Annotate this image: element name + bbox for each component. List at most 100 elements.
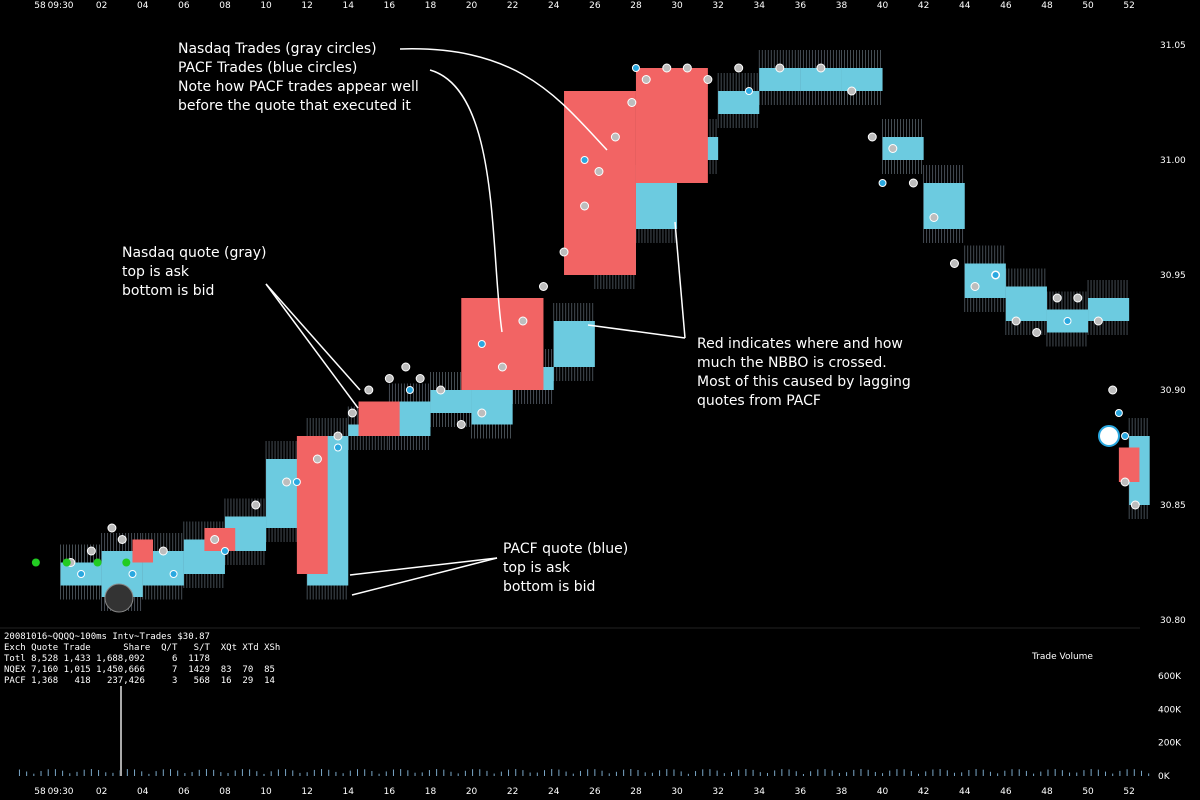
x-tick-label-top: 08 <box>219 1 231 11</box>
x-tick-label-top: 28 <box>630 1 642 11</box>
x-tick-label-top: 34 <box>754 1 766 11</box>
volume-axis-title: Trade Volume <box>1032 652 1093 662</box>
nasdaq-trade-marker <box>1093 316 1103 326</box>
x-tick-label-bottom: 32 <box>712 787 723 797</box>
nasdaq-quote-annotation: Nasdaq quote (gray) top is ask bottom is… <box>122 244 266 301</box>
pacf-quote-bar <box>923 183 965 229</box>
nasdaq-trade-marker <box>364 385 374 395</box>
annotation-leader-line <box>674 221 686 339</box>
annotation-leader-line <box>587 324 686 339</box>
x-tick-label-top: 12 <box>301 1 312 11</box>
annotation-leader-line <box>399 48 608 151</box>
pacf-quote-bar <box>471 390 513 425</box>
nasdaq-trade-marker <box>158 546 168 556</box>
x-tick-label-bottom: 36 <box>795 787 807 797</box>
large-trade-marker <box>104 583 134 613</box>
x-tick-label-bottom: 10 <box>260 787 272 797</box>
red-annotation-line: much the NBBO is crossed. <box>697 355 887 371</box>
y-tick-label: 30.90 <box>1160 386 1186 396</box>
nasdaq-trade-marker <box>908 178 918 188</box>
x-tick-label-top: 10 <box>260 1 272 11</box>
x-tick-label-bottom: 16 <box>384 787 396 797</box>
x-tick-label-bottom: 14 <box>343 787 355 797</box>
pacf-trade-marker <box>169 570 178 578</box>
x-tick-label-bottom: 58 <box>34 787 46 797</box>
nasdaq-trade-marker <box>477 408 487 418</box>
pacf-trade-marker <box>580 156 589 164</box>
red-annotation-line: quotes from PACF <box>697 393 821 409</box>
x-tick-label-top: 38 <box>836 1 848 11</box>
x-tick-label-top: 58 <box>34 1 46 11</box>
large-trade-marker <box>1098 425 1120 447</box>
nasdaq-trade-marker <box>384 374 394 383</box>
stats-row-nqex: NQEX 7,160 1,015 1,450,666 7 1429 83 70 … <box>4 665 275 675</box>
chart-header-line: 20081016~QQQQ~100ms Intv~Trades $30.87 <box>4 632 210 642</box>
x-tick-label-bottom: 18 <box>425 787 437 797</box>
pacf-quote-line: PACF quote (blue) <box>503 541 629 557</box>
nasdaq-trade-marker <box>333 431 343 441</box>
crossed-region <box>358 401 400 436</box>
green-trade-marker <box>62 558 71 567</box>
x-tick-label-top: 18 <box>425 1 437 11</box>
x-tick-label-bottom: 12 <box>301 787 312 797</box>
nasdaq-trade-marker <box>949 259 959 268</box>
nasdaq-quote-line: bottom is bid <box>122 283 215 299</box>
pacf-trade-marker <box>744 87 753 95</box>
x-tick-label-bottom: 24 <box>548 787 560 797</box>
x-tick-label-top: 46 <box>1000 1 1012 11</box>
annotation-leader-line <box>429 69 503 333</box>
x-tick-label-top: 42 <box>918 1 929 11</box>
x-tick-label-top: 09:30 <box>48 1 74 11</box>
nasdaq-trade-marker <box>312 454 322 464</box>
pacf-quote-bar <box>430 390 472 413</box>
annotation-leader-line <box>265 283 361 391</box>
nasdaq-trade-marker <box>282 477 292 487</box>
nasdaq-trade-marker <box>538 282 548 291</box>
x-tick-label-top: 52 <box>1123 1 1134 11</box>
x-tick-label-top: 14 <box>343 1 355 11</box>
green-trade-marker <box>122 558 131 567</box>
pacf-quote-bar <box>718 91 760 114</box>
nasdaq-trade-marker <box>107 523 117 533</box>
x-tick-label-top: 26 <box>589 1 601 11</box>
trade-markers <box>31 63 1140 613</box>
nasdaq-trade-marker <box>594 167 604 176</box>
y-tick-label: 31.00 <box>1160 156 1186 166</box>
nasdaq-trade-marker <box>436 385 446 395</box>
x-tick-label-top: 22 <box>507 1 518 11</box>
nasdaq-trade-marker <box>641 75 651 84</box>
nasdaq-trade-marker <box>456 420 466 429</box>
red-annotation-line: Most of this caused by lagging <box>697 374 911 390</box>
trades-annotation-line: Note how PACF trades appear well <box>178 79 419 95</box>
crossed-region <box>1118 447 1140 482</box>
pacf-quote-bar <box>635 183 678 229</box>
x-tick-label-bottom: 28 <box>630 787 642 797</box>
nasdaq-trade-marker <box>1052 293 1062 303</box>
x-tick-label-bottom: 04 <box>137 787 149 797</box>
pacf-trade-marker <box>1114 409 1123 417</box>
trades-annotation-line: before the quote that executed it <box>178 98 411 114</box>
y-tick-label: 30.95 <box>1160 271 1186 281</box>
y-tick-label: 31.05 <box>1160 41 1186 51</box>
x-tick-label-top: 44 <box>959 1 971 11</box>
x-tick-label-bottom: 08 <box>219 787 231 797</box>
x-tick-label-top: 50 <box>1082 1 1094 11</box>
pacf-trade-marker <box>991 271 1000 279</box>
pacf-trade-marker <box>405 386 414 394</box>
x-tick-label-bottom: 46 <box>1000 787 1012 797</box>
x-tick-label-bottom: 02 <box>96 787 107 797</box>
x-tick-label-bottom: 06 <box>178 787 190 797</box>
x-tick-label-top: 48 <box>1041 1 1053 11</box>
nasdaq-trade-marker <box>86 546 96 556</box>
pacf-trade-marker <box>292 478 301 486</box>
nasdaq-trade-marker <box>1073 293 1083 303</box>
x-tick-label-bottom: 30 <box>671 787 683 797</box>
x-tick-label-top: 30 <box>671 1 683 11</box>
pacf-trade-marker <box>77 570 86 578</box>
pacf-trade-marker <box>477 340 486 348</box>
pacf-quote-annotation: PACF quote (blue) top is ask bottom is b… <box>503 540 628 597</box>
nasdaq-trade-marker <box>867 132 877 142</box>
nasdaq-trade-marker <box>1032 328 1042 337</box>
green-trade-marker <box>31 558 40 567</box>
nasdaq-trade-marker <box>1120 477 1130 487</box>
